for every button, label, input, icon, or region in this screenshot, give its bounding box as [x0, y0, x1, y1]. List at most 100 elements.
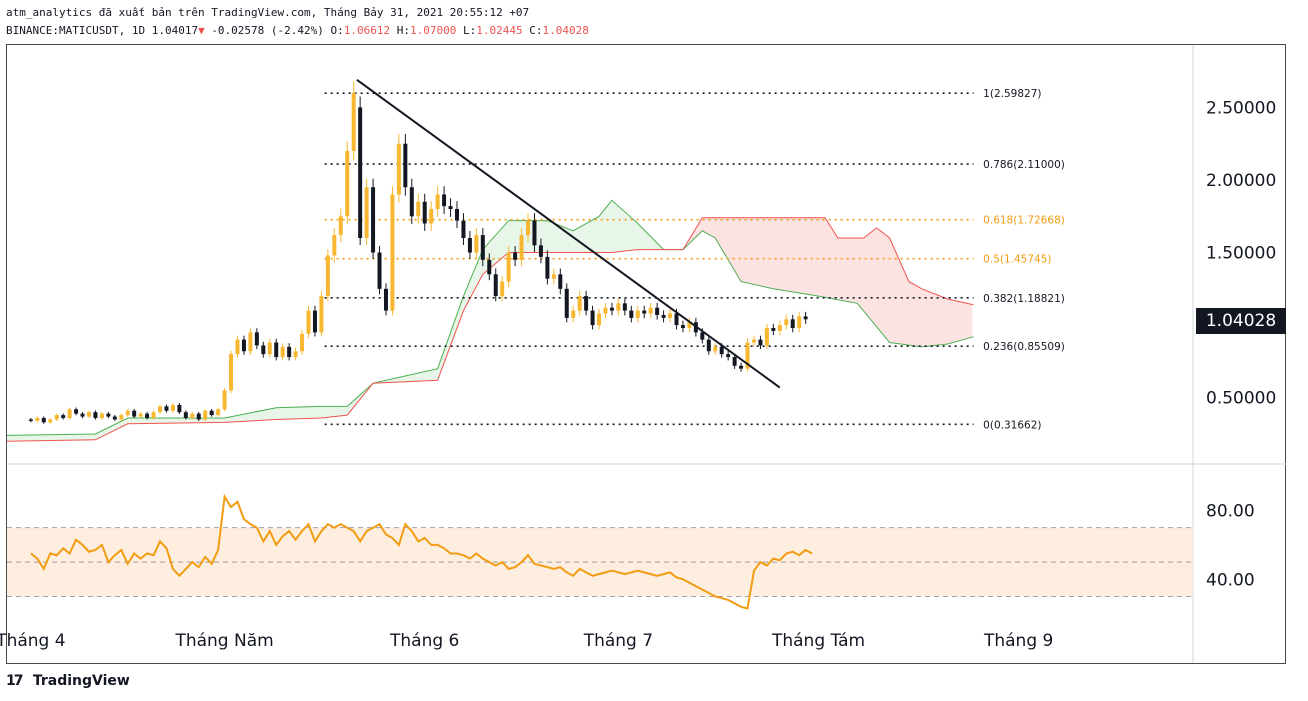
- candle-body: [538, 245, 543, 257]
- time-tick-label: Tháng 4: [0, 631, 66, 651]
- candle-body: [454, 209, 459, 221]
- candle-body: [287, 346, 292, 358]
- candle-body: [377, 252, 382, 289]
- candle-body: [119, 415, 124, 420]
- candle-body: [254, 332, 259, 346]
- last-price-tag: 1.04028: [1196, 308, 1286, 334]
- candle-body: [403, 143, 408, 188]
- candle-body: [106, 413, 111, 417]
- fib-level-label: 0.618(1.72668): [983, 215, 1065, 227]
- candle-body: [635, 310, 640, 318]
- candle-body: [99, 413, 104, 419]
- candle-body: [758, 339, 763, 346]
- chart-frame[interactable]: [6, 44, 1286, 664]
- candle-body: [396, 143, 401, 195]
- candle-body: [371, 187, 376, 253]
- candle-body: [164, 406, 169, 411]
- fib-level-label: 0.786(2.11000): [983, 159, 1065, 171]
- candle-body: [222, 390, 227, 410]
- high-value: 1.07000: [410, 24, 457, 37]
- candle-body: [648, 307, 653, 314]
- candle-body: [358, 107, 363, 239]
- candle-body: [771, 328, 776, 331]
- candle-body: [713, 346, 718, 352]
- candle-body: [551, 274, 556, 279]
- candle-body: [416, 201, 421, 217]
- ichimoku-cloud-bearish: [684, 217, 973, 347]
- tradingview-logo[interactable]: 17 TradingView: [6, 673, 130, 689]
- candle-body: [332, 235, 337, 256]
- candle-body: [642, 310, 647, 314]
- candle-body: [28, 419, 33, 421]
- open-value: 1.06612: [343, 24, 391, 37]
- candle-body: [93, 412, 98, 419]
- candle-body: [209, 410, 214, 416]
- candle-body: [480, 235, 485, 260]
- fib-level-label: 1(2.59827): [983, 88, 1041, 100]
- low-label: L:: [463, 24, 477, 37]
- candle-body: [183, 412, 188, 419]
- candle-body: [500, 281, 505, 297]
- price-change: -0.02578 (-2.42%): [211, 24, 324, 37]
- symbol-label[interactable]: BINANCE:MATICUSDT, 1D: [6, 24, 146, 37]
- last-price: 1.04017: [151, 24, 199, 37]
- candle-body: [751, 339, 756, 343]
- candle-body: [797, 316, 802, 329]
- close-label: C:: [529, 24, 543, 37]
- candle-body: [267, 342, 272, 355]
- candle-body: [577, 296, 582, 311]
- candle-body: [487, 259, 492, 275]
- candle-body: [216, 409, 221, 416]
- candle-body: [345, 150, 350, 217]
- publish-info: atm_analytics đã xuất bản trên TradingVi…: [6, 6, 529, 20]
- candle-body: [177, 404, 182, 413]
- candle-body: [461, 220, 466, 239]
- fib-level-label: 0.236(0.85509): [983, 341, 1065, 353]
- candle-body: [383, 288, 388, 311]
- price-tick-label: 2.50000: [1206, 98, 1276, 118]
- candle-body: [306, 310, 311, 334]
- candle-body: [112, 416, 117, 420]
- candle-body: [158, 406, 163, 413]
- candle-body: [48, 419, 53, 423]
- low-value: 1.02445: [476, 24, 523, 37]
- candle-body: [790, 319, 795, 329]
- candle-body: [532, 220, 537, 246]
- candle-body: [151, 412, 156, 419]
- candle-body: [280, 346, 285, 358]
- candle-body: [661, 314, 666, 318]
- arrow-down-icon: ▼: [198, 24, 205, 37]
- candle-body: [80, 413, 85, 417]
- brand-name: TradingView: [32, 673, 130, 689]
- candle-body: [467, 238, 472, 253]
- price-tick-label: 1.50000: [1206, 244, 1276, 264]
- candle-body: [732, 357, 737, 366]
- candle-body: [325, 255, 330, 297]
- publish-line: atm_analytics đã xuất bản trên TradingVi…: [6, 6, 530, 19]
- candle-body: [54, 415, 59, 420]
- candle-body: [739, 365, 744, 369]
- candle-body: [726, 354, 731, 358]
- candle-body: [229, 354, 234, 391]
- fib-level-label: 0(0.31662): [983, 419, 1041, 431]
- candle-body: [519, 235, 524, 260]
- candle-body: [674, 313, 679, 326]
- candle-body: [609, 307, 614, 311]
- candle-body: [526, 220, 531, 236]
- candle-body: [719, 346, 724, 355]
- candle-body: [687, 322, 692, 329]
- candle-body: [61, 415, 66, 419]
- candle-body: [390, 194, 395, 311]
- price-tick-label: 2.00000: [1206, 171, 1276, 191]
- candle-body: [655, 307, 660, 315]
- price-tick-label: 0.50000: [1206, 389, 1276, 409]
- candle-body: [616, 303, 621, 311]
- rsi-line: [30, 493, 813, 610]
- candle-body: [67, 409, 72, 419]
- candle-body: [319, 296, 324, 333]
- candle-body: [125, 410, 130, 416]
- rsi-band-fill: [7, 527, 1193, 597]
- candle-body: [435, 194, 440, 210]
- candle-body: [474, 235, 479, 253]
